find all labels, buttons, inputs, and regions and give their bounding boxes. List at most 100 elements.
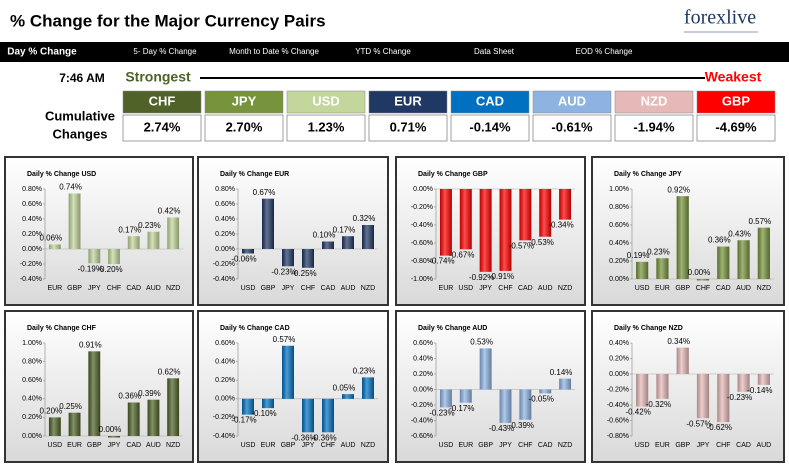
- value-label: 0.17%: [333, 225, 356, 234]
- value-label: 0.92%: [667, 185, 690, 194]
- time: 7:46 AM: [59, 71, 105, 85]
- value-label: -0.17%: [449, 404, 474, 413]
- y-tick-label: -0.20%: [411, 204, 433, 211]
- y-tick-label: 0.40%: [413, 355, 433, 362]
- x-tick-label: JPY: [108, 442, 121, 449]
- x-tick-label: GBP: [67, 285, 82, 292]
- bar-shade: [108, 436, 120, 438]
- x-tick-label: CAD: [126, 285, 141, 292]
- bar-shade: [88, 351, 101, 436]
- value-label: 0.00%: [99, 425, 122, 434]
- y-tick-label: -0.80%: [411, 258, 433, 265]
- x-tick-label: GBP: [675, 442, 690, 449]
- tab[interactable]: Month to Date % Change: [229, 47, 319, 56]
- bar-shade: [717, 246, 730, 279]
- value-label: 0.36%: [118, 392, 141, 401]
- bar-shade: [696, 374, 710, 419]
- chart-title: Daily % Change AUD: [418, 325, 487, 332]
- value-label: -0.19%: [78, 264, 103, 273]
- x-tick-label: JPY: [479, 285, 492, 292]
- y-tick-label: 0.20%: [22, 414, 42, 421]
- value-label: 0.62%: [158, 367, 181, 376]
- change-box: [450, 114, 530, 142]
- value-label: 0.42%: [158, 207, 181, 216]
- x-tick-label: AUD: [736, 285, 751, 292]
- change-box: [532, 114, 612, 142]
- bar-shade: [48, 417, 61, 436]
- bar-shade: [757, 227, 770, 279]
- bar-shade: [559, 378, 572, 390]
- y-tick-label: -0.20%: [213, 414, 235, 421]
- currency-change: -4.69%: [715, 119, 757, 134]
- chart-title: Daily % Change CHF: [27, 325, 97, 332]
- tab-bar: [0, 42, 789, 62]
- chart-title: Daily % Change NZD: [614, 325, 683, 332]
- value-label: 0.19%: [627, 251, 650, 260]
- x-tick-label: EUR: [67, 442, 82, 449]
- y-tick-label: 0.60%: [22, 201, 42, 208]
- value-label: -0.36%: [311, 433, 336, 442]
- y-tick-label: 0.00%: [215, 246, 235, 253]
- currency-name: CAD: [476, 93, 504, 108]
- bar-shade: [108, 249, 120, 264]
- y-tick-label: 0.20%: [609, 258, 629, 265]
- bar-shade: [362, 225, 374, 249]
- y-tick-label: 0.40%: [215, 216, 235, 223]
- x-tick-label: CHF: [321, 442, 335, 449]
- x-tick-label: EUR: [47, 285, 62, 292]
- y-tick-label: 0.40%: [22, 396, 42, 403]
- change-box: [614, 114, 694, 142]
- x-tick-label: NZD: [166, 442, 180, 449]
- value-label: -0.74%: [429, 257, 454, 266]
- y-tick-label: 0.20%: [413, 371, 433, 378]
- value-label: 0.00%: [688, 268, 711, 277]
- y-tick-label: 0.40%: [609, 340, 629, 347]
- tab[interactable]: Day % Change: [7, 47, 77, 58]
- value-label: 0.53%: [470, 338, 493, 347]
- y-tick-label: 0.00%: [609, 276, 629, 283]
- y-tick-label: 0.00%: [413, 186, 433, 193]
- y-tick-label: -0.20%: [607, 386, 629, 393]
- chart-title: Daily % Change GBP: [418, 171, 488, 178]
- x-tick-label: GBP: [478, 442, 493, 449]
- x-tick-label: CAD: [736, 442, 751, 449]
- bar-shade: [676, 196, 689, 279]
- y-tick-label: 0.40%: [22, 216, 42, 223]
- value-label: 0.74%: [59, 183, 82, 192]
- bar-shade: [539, 389, 552, 394]
- tab[interactable]: Data Sheet: [474, 47, 515, 56]
- currency-name: JPY: [232, 93, 257, 108]
- value-label: -0.91%: [489, 272, 514, 281]
- x-tick-label: USD: [439, 442, 454, 449]
- currency-change: -0.14%: [469, 119, 511, 134]
- bar-shade: [167, 378, 180, 436]
- x-tick-label: NZD: [166, 285, 180, 292]
- bar-shade: [68, 412, 81, 436]
- x-tick-label: CHF: [107, 285, 121, 292]
- y-tick-label: 0.60%: [215, 201, 235, 208]
- value-label: 0.20%: [40, 407, 63, 416]
- summary: 7:46 AM Strongest Weakest Cumulative Cha…: [45, 69, 762, 142]
- bar-shade: [656, 374, 669, 399]
- tab[interactable]: EOD % Change: [576, 47, 633, 56]
- x-tick-label: JPY: [282, 285, 295, 292]
- x-tick-label: CAD: [518, 285, 533, 292]
- bar-shade: [479, 348, 492, 390]
- x-tick-label: JPY: [88, 285, 101, 292]
- chart-title: Daily % Change CAD: [220, 325, 290, 332]
- currency-change: 2.70%: [226, 119, 263, 134]
- value-label: 0.57%: [273, 335, 296, 344]
- change-box: [368, 114, 448, 142]
- currency-name: EUR: [394, 93, 422, 108]
- tab[interactable]: 5- Day % Change: [133, 47, 197, 56]
- value-label: -0.23%: [271, 267, 296, 276]
- value-label: 0.17%: [118, 225, 141, 234]
- tab[interactable]: YTD % Change: [355, 47, 411, 56]
- value-label: 0.43%: [728, 229, 751, 238]
- currency-name: AUD: [558, 93, 586, 108]
- value-label: -0.92%: [469, 273, 494, 282]
- currency-change: 2.74%: [144, 119, 181, 134]
- y-tick-label: 0.40%: [609, 240, 629, 247]
- x-tick-label: USD: [635, 442, 650, 449]
